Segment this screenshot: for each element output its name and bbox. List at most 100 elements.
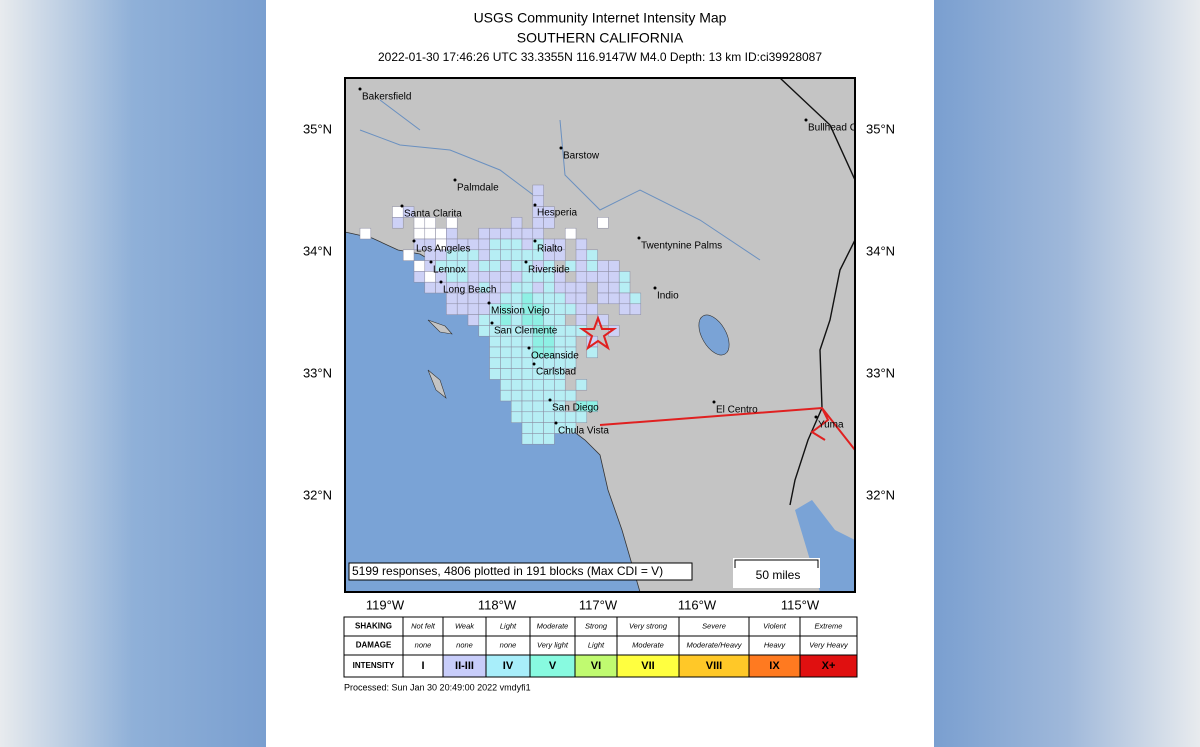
- axes: 35°N 34°N 33°N 32°N 35°N 34°N 33°N 32°N 119°W 118…: [303, 121, 895, 612]
- cdi-block: [500, 238, 512, 251]
- cdi-block: [543, 379, 555, 391]
- cdi-block: [586, 249, 598, 261]
- legend-row-label: SHAKING: [355, 622, 392, 631]
- state-border: [779, 78, 855, 506]
- city-label: El Centro: [716, 405, 758, 416]
- cdi-block: [597, 260, 609, 272]
- city-dot: [527, 346, 531, 350]
- city-dot: [533, 203, 537, 207]
- cdi-block: [521, 281, 534, 294]
- cdi-block: [575, 249, 588, 261]
- cdi-block: [554, 281, 566, 294]
- city-dot: [559, 146, 563, 150]
- cdi-block: [478, 325, 490, 337]
- cdi-block: [597, 271, 609, 283]
- legend-cell-text: X+: [822, 660, 836, 672]
- cdi-block: [521, 379, 534, 391]
- background-right: [934, 0, 1200, 747]
- cdi-block: [489, 227, 501, 240]
- cdi-block: [543, 292, 555, 305]
- city-label: Palmdale: [457, 183, 499, 194]
- cdi-block: [510, 357, 523, 369]
- cdi-block: [521, 368, 534, 380]
- cdi-block: [446, 227, 458, 240]
- lon-label: 119°W: [366, 597, 405, 612]
- cdi-block: [489, 368, 501, 380]
- cdi-block: [500, 346, 512, 359]
- cdi-block: [608, 260, 620, 272]
- cdi-block: [532, 335, 544, 348]
- cdi-block: [564, 227, 577, 240]
- map-frame: [344, 77, 856, 593]
- cdi-block: [424, 227, 436, 240]
- legend-cell-text: none: [415, 640, 432, 649]
- cdi-block: [532, 422, 544, 434]
- cdi-block: [554, 292, 566, 305]
- cdi-block: [413, 271, 426, 283]
- cdi-block: [532, 217, 544, 229]
- cdi-block: [500, 292, 512, 305]
- cdi-block: [543, 422, 555, 434]
- cdi-block: [608, 292, 620, 305]
- legend-cell-text: VIII: [706, 660, 723, 672]
- cdi-block: [586, 346, 598, 359]
- city-label: Yuma: [818, 420, 844, 431]
- legend-cell-text: Very strong: [629, 621, 668, 630]
- cdi-block: [489, 271, 501, 283]
- cdi-block: [575, 271, 588, 283]
- salton-sea: [698, 314, 730, 356]
- cdi-block: [510, 260, 523, 272]
- cdi-block: [510, 292, 523, 305]
- cdi-block: [521, 292, 534, 305]
- cdi-block: [608, 325, 620, 337]
- cdi-block: [618, 281, 631, 294]
- cdi-block: [500, 260, 512, 272]
- city-label: Rialto: [537, 244, 563, 255]
- legend-cell-text: Weak: [455, 621, 475, 630]
- cdi-block: [392, 217, 404, 229]
- cdi-block: [564, 357, 577, 369]
- cdi-block: [554, 314, 566, 326]
- cdi-block: [359, 227, 372, 240]
- cdi-block: [532, 292, 544, 305]
- cdi-block: [489, 249, 501, 261]
- city-label: Carlsbad: [536, 367, 576, 378]
- cdi-block: [521, 400, 534, 413]
- cdi-block: [586, 303, 598, 315]
- ocean: [345, 232, 640, 592]
- cdi-block: [575, 260, 588, 272]
- lat-label: 34°N: [866, 243, 895, 258]
- note-box: [348, 562, 693, 581]
- cdi-block: [489, 260, 501, 272]
- lat-label: 32°N: [866, 487, 895, 502]
- cdi-block: [532, 184, 544, 197]
- cities: Bakersfield Barstow Bullhead C Palmdale Sant…: [358, 87, 855, 437]
- cdi-block: [532, 281, 544, 294]
- cdi-block: [575, 314, 588, 326]
- lon-label: 115°W: [781, 597, 820, 612]
- cdi-block: [510, 249, 523, 261]
- cdi-block: [467, 303, 480, 315]
- cdi-block: [500, 335, 512, 348]
- legend-cell-text: Very light: [537, 640, 569, 649]
- cdi-block: [500, 357, 512, 369]
- city-label: Bakersfield: [362, 92, 411, 103]
- cdi-block: [500, 227, 512, 240]
- cdi-block: [478, 249, 490, 261]
- cdi-block: [564, 281, 577, 294]
- city-dot: [453, 178, 457, 182]
- cdi-block: [564, 325, 577, 337]
- cdi-block: [564, 292, 577, 305]
- cdi-block: [446, 303, 458, 315]
- cdi-block: [618, 292, 631, 305]
- cdi-block: [543, 433, 555, 445]
- cdi-block: [521, 238, 534, 251]
- legend-cell-text: Light: [500, 621, 517, 630]
- city-label: Mission Viejo: [491, 306, 550, 317]
- cdi-block: [413, 260, 426, 272]
- event-line: 2022-01-30 17:46:26 UTC 33.3355N 116.914…: [378, 50, 822, 64]
- legend-cell-text: V: [549, 660, 557, 672]
- cdi-block: [586, 271, 598, 283]
- city-label: Santa Clarita: [404, 209, 462, 220]
